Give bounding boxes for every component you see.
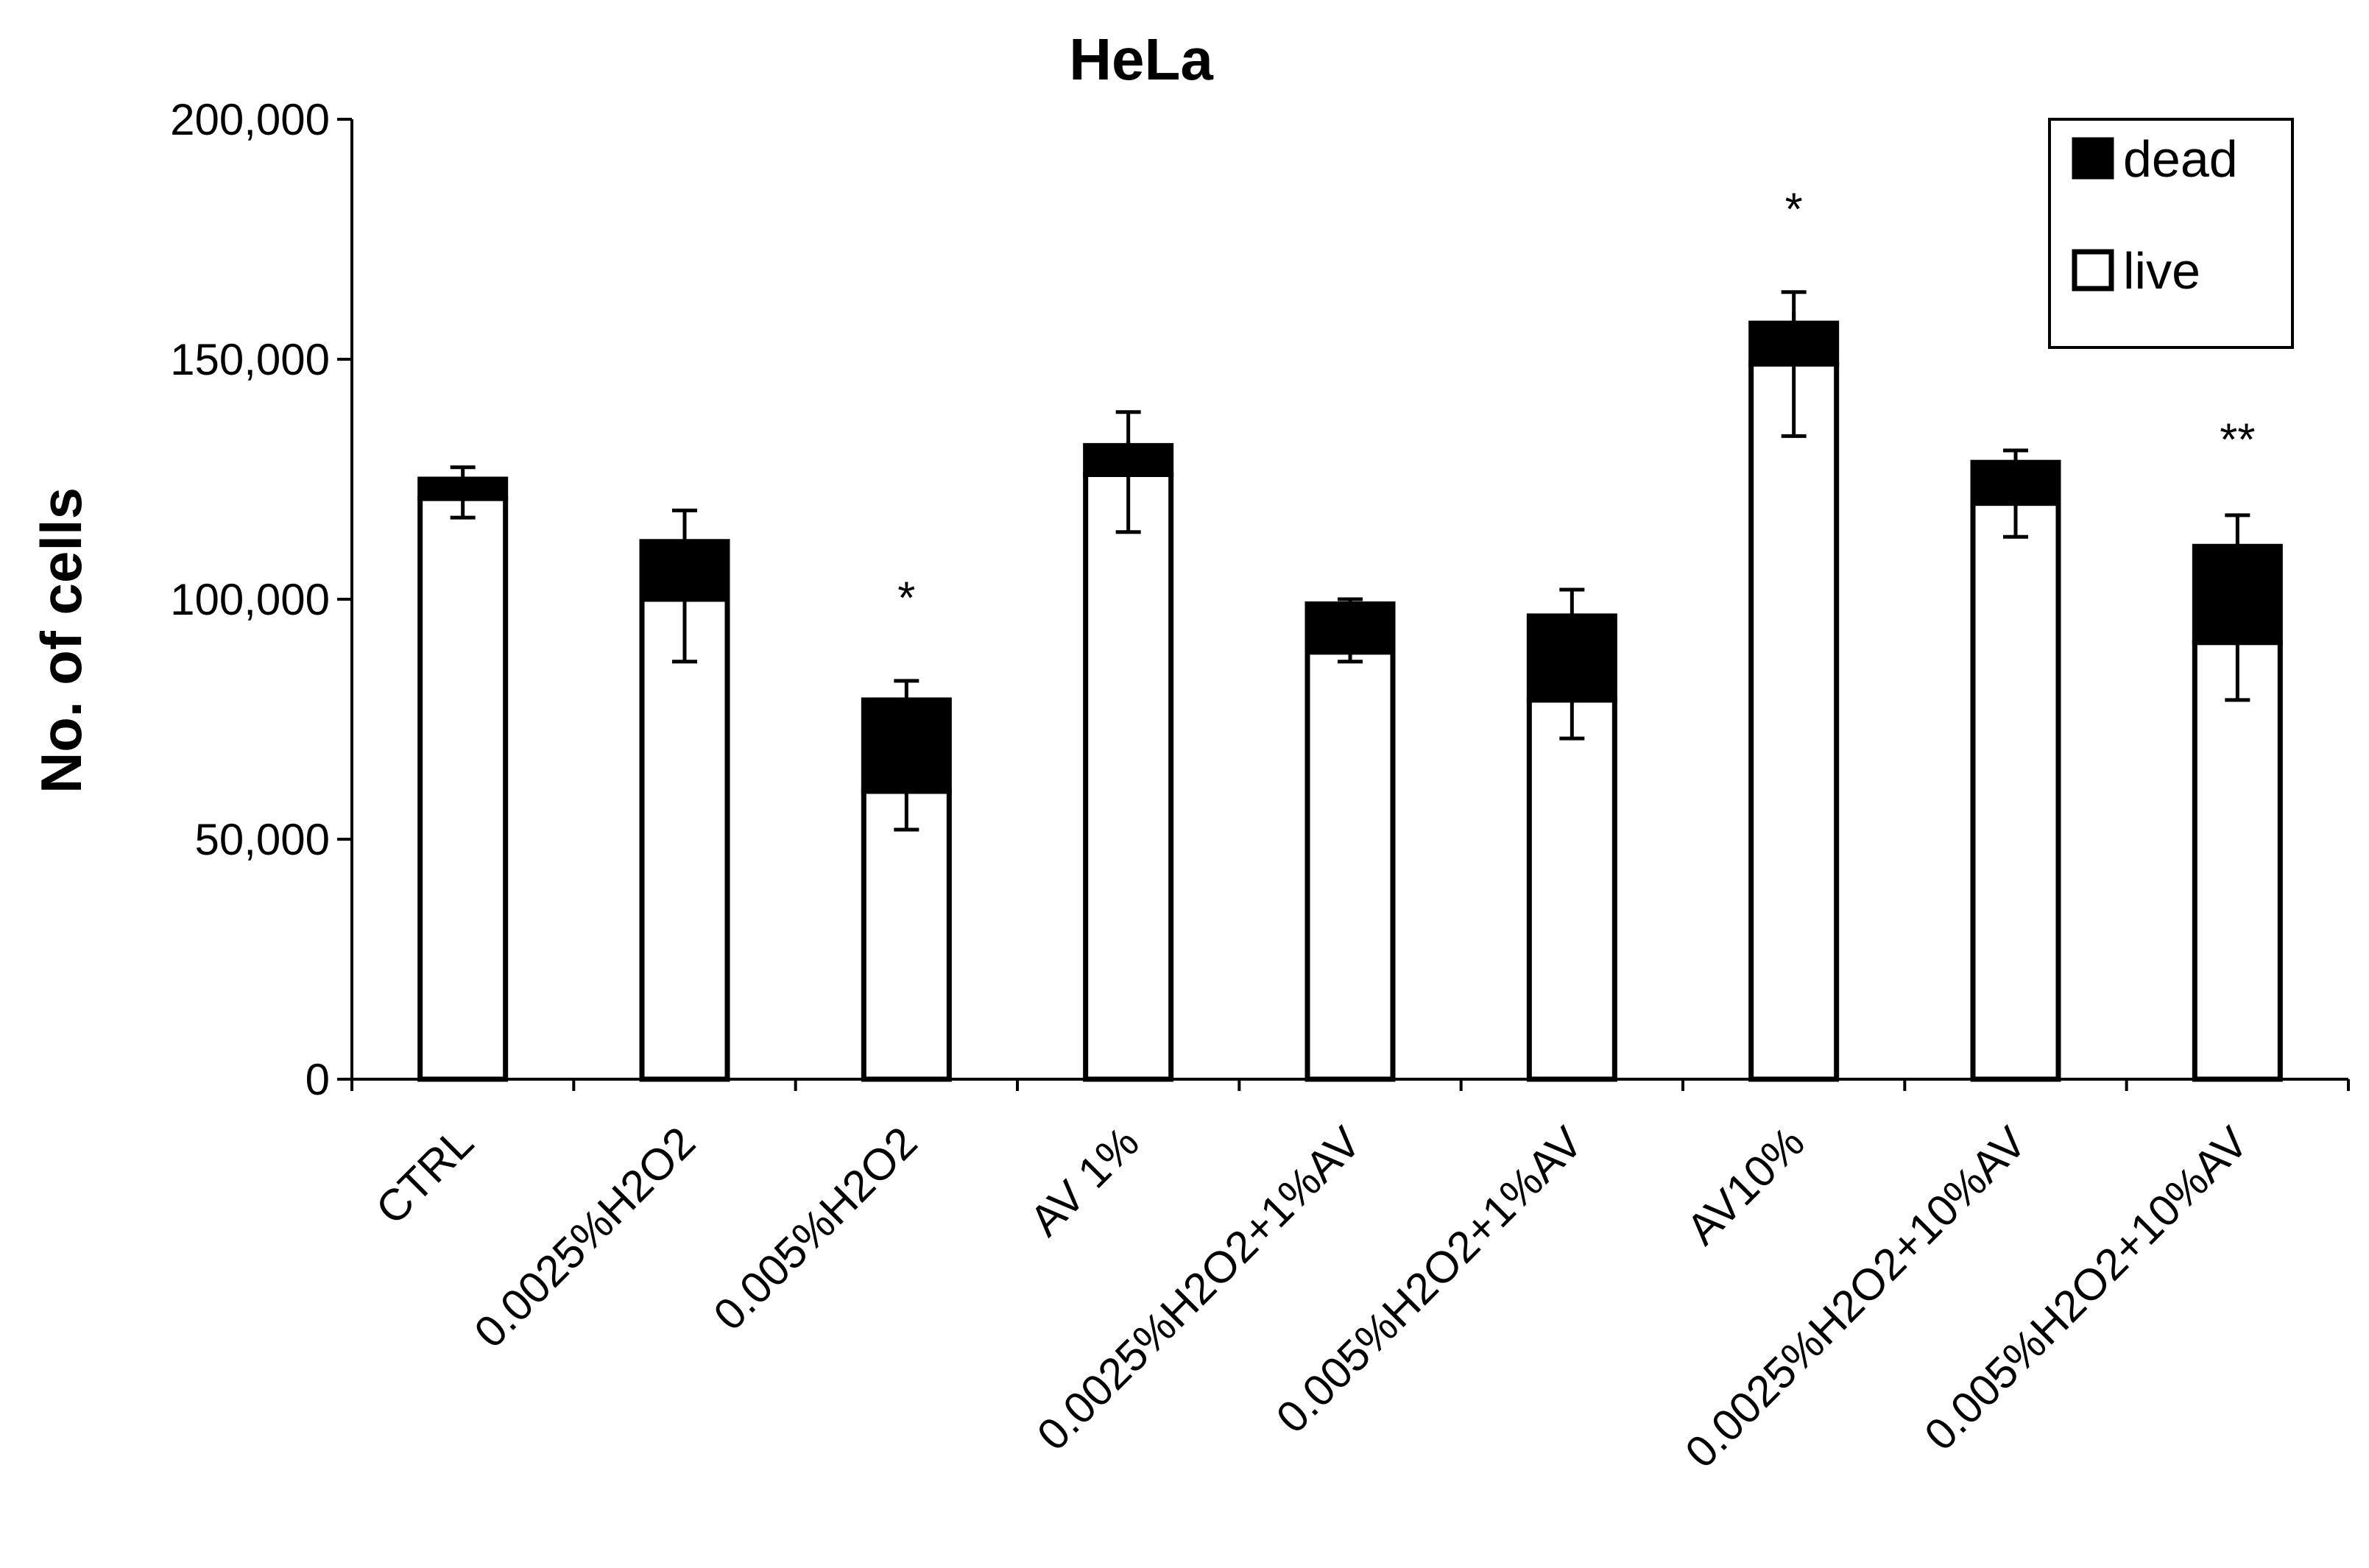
bar-live xyxy=(417,495,509,1082)
x-tick-label: AV10% xyxy=(1677,1117,1814,1254)
legend: dead live xyxy=(2048,118,2294,349)
bar-live xyxy=(861,788,952,1082)
legend-swatch-live xyxy=(2072,249,2114,292)
bar-live xyxy=(1970,501,2061,1082)
plot-area: 0 50,000 100,000 150,000 200,000 CTRL0.0025%H… xyxy=(170,95,2350,1477)
y-axis-label: No. of cells xyxy=(29,487,93,794)
bar-live xyxy=(2192,640,2283,1082)
bar-dead xyxy=(2192,543,2283,646)
bar-live xyxy=(639,596,730,1082)
legend-label-dead: dead xyxy=(2123,130,2238,188)
y-tick-label: 200,000 xyxy=(170,95,330,144)
legend-label-live: live xyxy=(2123,242,2200,300)
x-tick-label: CTRL xyxy=(367,1117,483,1234)
bar-live xyxy=(1304,649,1396,1082)
y-tick-label: 100,000 xyxy=(170,575,330,624)
x-tick-label: 0.005%H2O2 xyxy=(704,1117,926,1340)
significance-marker: * xyxy=(897,573,915,624)
significance-marker: * xyxy=(1785,184,1803,235)
bar-live xyxy=(1083,471,1174,1082)
legend-swatch-dead xyxy=(2072,137,2114,180)
bar-live xyxy=(1748,361,1840,1082)
significance-marker: ** xyxy=(2220,414,2255,465)
bar-dead xyxy=(1526,613,1617,703)
y-tick-label: 150,000 xyxy=(170,335,330,384)
chart-title: HeLa xyxy=(1069,27,1213,92)
y-tick-label: 50,000 xyxy=(194,815,330,864)
x-tick-label: 0.0025%H2O2 xyxy=(465,1117,705,1357)
x-tick-label: AV 1% xyxy=(1020,1117,1148,1246)
bar-live xyxy=(1526,697,1617,1082)
y-tick-label: 0 xyxy=(306,1055,330,1104)
